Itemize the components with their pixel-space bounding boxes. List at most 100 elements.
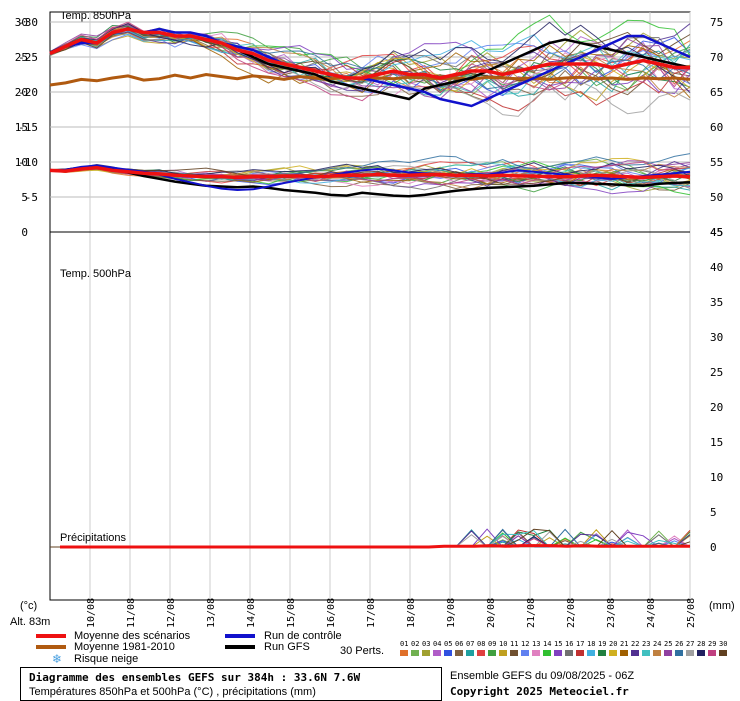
y-tick-850: 0: [21, 226, 28, 239]
member-swatch: [565, 650, 573, 656]
member-number: 01: [400, 640, 408, 648]
y2-tick-500: 30: [710, 331, 723, 344]
y-tick-500: -30: [18, 16, 38, 29]
altitude-label: Alt. 83m: [10, 616, 50, 628]
footer-copyright: Copyright 2025 Meteociel.fr: [450, 685, 629, 698]
member-swatch: [422, 650, 430, 656]
snowflake-icon: ❄: [52, 652, 62, 666]
y2-tick-500: 15: [710, 436, 723, 449]
member-swatch: [400, 650, 408, 656]
member-number: 11: [510, 640, 518, 648]
y2-tick-850: 60: [710, 121, 723, 134]
member-number: 17: [576, 640, 584, 648]
x-tick-label: 13/08: [206, 598, 217, 628]
member-swatch: [587, 650, 595, 656]
footer-box: Diagramme des ensembles GEFS sur 384h : …: [20, 667, 442, 701]
member-number: 18: [587, 640, 595, 648]
panel-title: Temp. 500hPa: [60, 268, 132, 280]
member-swatch: [686, 650, 694, 656]
x-tick-label: 25/08: [686, 598, 697, 628]
member-swatch: [477, 650, 485, 656]
member-number: 28: [697, 640, 705, 648]
member-number: 30: [719, 640, 727, 648]
x-tick-label: 18/08: [406, 598, 417, 628]
y2-tick-850: 50: [710, 191, 723, 204]
legend-gfs-label: Run GFS: [264, 641, 310, 653]
y2-tick-850: 75: [710, 16, 723, 29]
member-number: 14: [543, 640, 551, 648]
member-number: 29: [708, 640, 716, 648]
legend-control-swatch: [225, 634, 255, 638]
legend-mean-swatch: [36, 634, 66, 638]
y-tick-500: -10: [18, 156, 38, 169]
y2-tick-500: 45: [710, 226, 723, 239]
member-swatch: [620, 650, 628, 656]
series-precip-mean: [60, 546, 690, 547]
member-number: 20: [609, 640, 617, 648]
x-tick-label: 20/08: [486, 598, 497, 628]
member-swatch: [455, 650, 463, 656]
legend-gfs-swatch: [225, 645, 255, 649]
footer-title: Diagramme des ensembles GEFS sur 384h : …: [29, 671, 360, 684]
footer-subtitle: Températures 850hPa et 500hPa (°C) , pré…: [29, 686, 316, 698]
y-tick-500: -5: [25, 191, 38, 204]
member-number: 19: [598, 640, 606, 648]
legend-climato-label: Moyenne 1981-2010: [74, 641, 175, 653]
member-number: 09: [488, 640, 496, 648]
x-tick-label: 12/08: [166, 598, 177, 628]
member-swatch: [543, 650, 551, 656]
footer-run-label: Ensemble GEFS du 09/08/2025 - 06Z: [450, 670, 634, 682]
y2-tick-850: 70: [710, 51, 723, 64]
member-swatch: [598, 650, 606, 656]
member-swatch: [499, 650, 507, 656]
member-number: 04: [433, 640, 441, 648]
member-swatch: [510, 650, 518, 656]
member-swatch: [444, 650, 452, 656]
member-swatch: [532, 650, 540, 656]
member-swatch: [664, 650, 672, 656]
member-swatch: [411, 650, 419, 656]
x-tick-label: 22/08: [566, 598, 577, 628]
y2-tick-500: 20: [710, 401, 723, 414]
member-swatch: [433, 650, 441, 656]
y-tick-500: -25: [18, 51, 38, 64]
member-swatch: [466, 650, 474, 656]
member-swatch: [675, 650, 683, 656]
x-tick-label: 15/08: [286, 598, 297, 628]
member-number: 25: [664, 640, 672, 648]
member-number: 08: [477, 640, 485, 648]
right-unit-label: (mm): [709, 600, 735, 612]
member-number: 15: [554, 640, 562, 648]
y2-tick-500: 10: [710, 471, 723, 484]
member-number: 27: [686, 640, 694, 648]
member-number: 13: [532, 640, 540, 648]
x-tick-label: 19/08: [446, 598, 457, 628]
member-number: 06: [455, 640, 463, 648]
member-number: 02: [411, 640, 419, 648]
y-tick-500: -20: [18, 86, 38, 99]
member-number: 22: [631, 640, 639, 648]
x-tick-label: 16/08: [326, 598, 337, 628]
y2-tick-500: 5: [710, 506, 717, 519]
y2-tick-500: 40: [710, 261, 723, 274]
member-swatch: [642, 650, 650, 656]
x-tick-label: 10/08: [86, 598, 97, 628]
y2-tick-850: 55: [710, 156, 723, 169]
member-swatch: [708, 650, 716, 656]
left-unit-label: (°c): [20, 600, 37, 612]
member-swatch: [697, 650, 705, 656]
member-number: 10: [499, 640, 507, 648]
member-number: 07: [466, 640, 474, 648]
legend-perts-label: 30 Perts.: [340, 645, 384, 657]
member-swatch: [554, 650, 562, 656]
member-swatch: [488, 650, 496, 656]
member-swatch: [609, 650, 617, 656]
member-number: 24: [653, 640, 661, 648]
x-tick-label: 23/08: [606, 598, 617, 628]
member-number: 16: [565, 640, 573, 648]
y2-tick-500: 35: [710, 296, 723, 309]
member-number: 03: [422, 640, 430, 648]
member-number: 05: [444, 640, 452, 648]
member-number: 26: [675, 640, 683, 648]
